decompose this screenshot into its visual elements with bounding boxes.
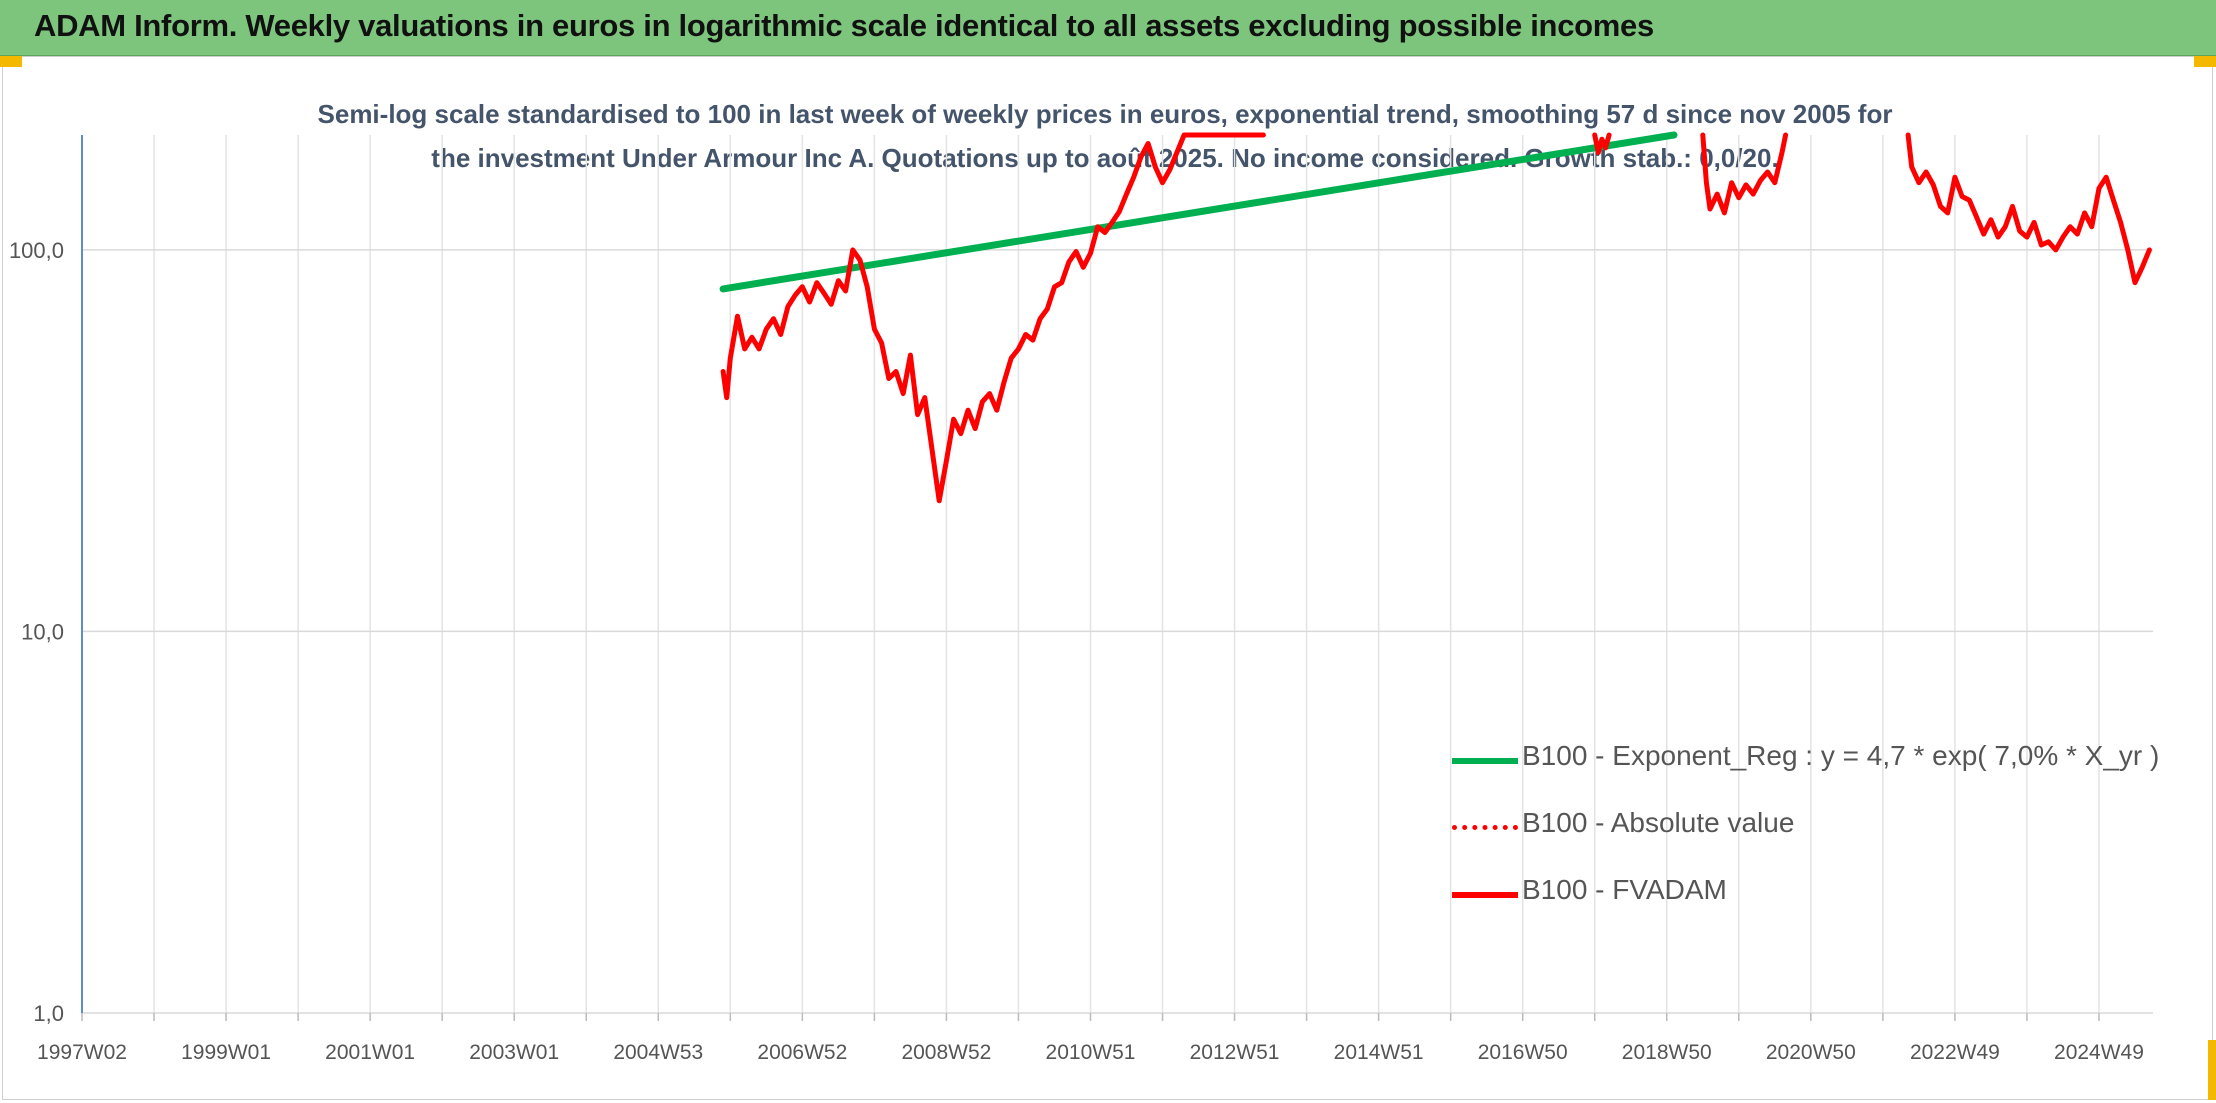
legend-label-fvadam: B100 - FVADAM	[1522, 874, 1727, 905]
legend-swatch-trend	[1452, 758, 1518, 764]
corner-marker-left	[0, 56, 22, 67]
corner-marker-right	[2194, 56, 2216, 67]
legend-label-trend: B100 - Exponent_Reg : y = 4,7 * exp( 7,0…	[1522, 740, 2160, 771]
chart-subtitle: Semi-log scale standardised to 100 in la…	[317, 99, 1893, 173]
legend-label-absolute: B100 - Absolute value	[1522, 807, 1795, 838]
page-title: ADAM Inform. Weekly valuations in euros …	[34, 8, 1654, 43]
legend-swatch-absolute	[1452, 825, 1518, 830]
header-banner: ADAM Inform. Weekly valuations in euros …	[0, 0, 2216, 56]
corner-marker-bottom-right	[2208, 1040, 2216, 1100]
chart-frame	[2, 56, 2213, 1100]
legend-swatch-fvadam	[1452, 892, 1518, 898]
